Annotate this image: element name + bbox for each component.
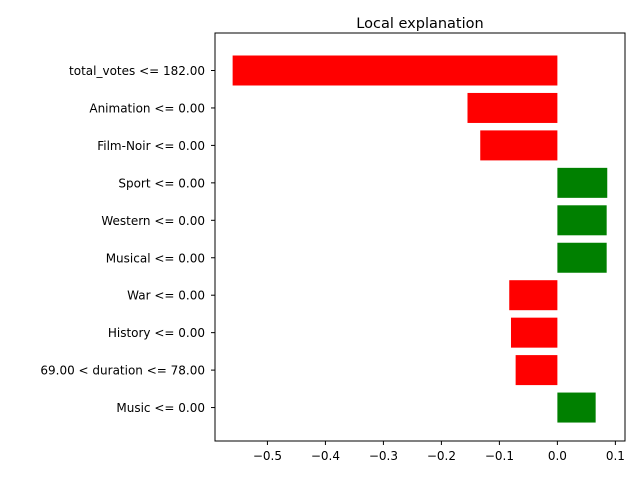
y-tick-label-4: Western <= 0.00: [101, 214, 205, 228]
bar-6: [509, 280, 558, 311]
x-tick-label-2: −0.3: [369, 449, 398, 463]
axes-frame: [214, 32, 626, 442]
y-tick-label-8: 69.00 < duration <= 78.00: [40, 364, 205, 378]
x-axis-ticks: −0.5 −0.4 −0.3 −0.2 −0.1 0.0 0.1: [253, 441, 625, 463]
y-tick-label-6: War <= 0.00: [127, 289, 205, 303]
bar-8: [515, 355, 558, 386]
y-tick-label-7: History <= 0.00: [108, 326, 205, 340]
x-tick-label-3: −0.2: [427, 449, 456, 463]
bar-5: [557, 242, 607, 273]
bar-4: [557, 205, 607, 236]
bars: [232, 55, 608, 423]
x-tick-label-6: 0.1: [606, 449, 625, 463]
bar-2: [480, 130, 558, 161]
y-tick-label-2: Film-Noir <= 0.00: [97, 139, 205, 153]
y-axis-ticks: total_votes <= 182.00 Animation <= 0.00 Fi…: [40, 64, 215, 415]
bar-3: [557, 167, 608, 198]
x-tick-label-5: 0.0: [548, 449, 567, 463]
y-tick-label-0: total_votes <= 182.00: [69, 64, 205, 78]
bar-9: [557, 392, 596, 423]
bar-1: [467, 92, 558, 123]
x-tick-label-1: −0.4: [311, 449, 340, 463]
y-tick-label-9: Music <= 0.00: [116, 401, 205, 415]
x-tick-label-0: −0.5: [253, 449, 282, 463]
bar-0: [232, 55, 558, 86]
x-tick-label-4: −0.1: [485, 449, 514, 463]
y-tick-label-1: Animation <= 0.00: [89, 101, 205, 115]
bar-7: [510, 317, 558, 348]
y-tick-label-3: Sport <= 0.00: [118, 176, 205, 190]
y-tick-label-5: Musical <= 0.00: [106, 251, 205, 265]
chart-title: Local explanation: [356, 16, 483, 32]
